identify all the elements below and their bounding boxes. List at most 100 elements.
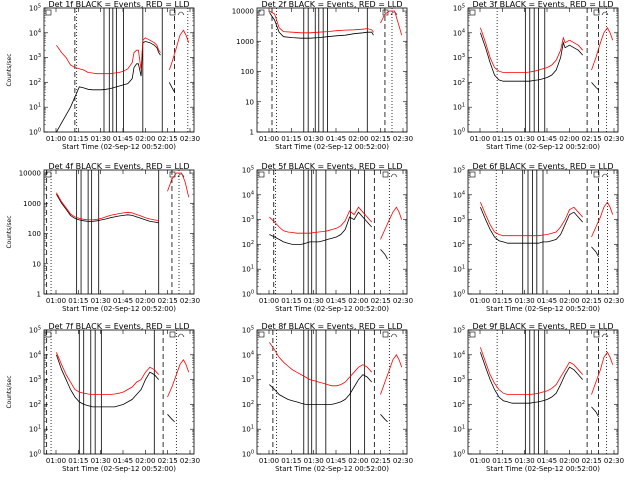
corner-box-left-icon (258, 171, 265, 178)
plot-frame (256, 169, 408, 295)
x-tick-label: 02:00 (559, 297, 579, 305)
corner-box-left-icon (45, 171, 52, 178)
series-segment-line (591, 82, 599, 91)
x-tick-label: 01:00 (46, 457, 66, 465)
y-tick-label: 102 (453, 400, 465, 409)
y-tick-label: 10 (32, 260, 41, 268)
x-tick-label: 02:30 (604, 135, 624, 143)
chart-panel-4: Det 4f BLACK = Events, RED = LLD 1 10 100 10… (6, 162, 200, 313)
events-series-line (56, 194, 159, 224)
x-tick-label: 01:45 (113, 457, 133, 465)
series-segment-line (168, 82, 175, 93)
chart-title: Det 3f BLACK = Events, RED = LLD (472, 0, 613, 9)
y-tick-label: 103 (453, 53, 465, 62)
corner-box-icon (382, 171, 389, 178)
chart-panel-3: Det 3f BLACK = Events, RED = LLD 100 101 10… (453, 0, 624, 151)
lld-series-line (480, 202, 583, 237)
y-tick-label: 101 (242, 265, 254, 274)
x-tick-label: 01:30 (304, 297, 324, 305)
y-tick-label: 104 (29, 350, 41, 359)
lld-series-line (269, 342, 373, 387)
y-tick-label: 101 (242, 425, 254, 434)
lld-series-line (56, 37, 161, 75)
x-tick-label: 01:45 (537, 135, 557, 143)
series-segment-line (167, 359, 190, 398)
x-tick-label: 01:45 (326, 457, 346, 465)
x-tick-label: 01:00 (259, 457, 279, 465)
x-tick-label: 01:30 (515, 135, 535, 143)
x-tick-label: 02:15 (582, 297, 602, 305)
chart-title: Det 2f BLACK = Events, RED = LLD (261, 0, 402, 9)
lld-series-line (56, 192, 159, 221)
x-tick-label: 01:45 (537, 297, 557, 305)
x-tick-label: 02:15 (582, 135, 602, 143)
y-tick-label: 100 (242, 450, 254, 459)
x-tick-label: 01:30 (91, 297, 111, 305)
x-tick-label: 01:30 (515, 457, 535, 465)
corner-box-left-icon (45, 331, 52, 338)
y-tick-label: 104 (453, 350, 465, 359)
chart-panel-6: Det 6f BLACK = Events, RED = LLD 100 101 10… (453, 162, 624, 313)
series-segment-line (167, 172, 190, 198)
x-tick-label: 01:00 (470, 457, 490, 465)
y-tick-label: 102 (453, 78, 465, 87)
x-tick-label: 01:15 (68, 457, 88, 465)
y-tick-label: 102 (29, 400, 41, 409)
y-tick-label: 103 (453, 375, 465, 384)
y-tick-label: 103 (453, 215, 465, 224)
y-axis-label: Counts/sec (6, 375, 13, 408)
x-tick-label: 02:30 (180, 297, 200, 305)
y-tick-label: 101 (29, 425, 41, 434)
y-tick-label: 104 (29, 28, 41, 37)
corner-box-left-icon (45, 9, 52, 16)
corner-box-icon (169, 331, 176, 338)
series-segment-line (591, 27, 614, 71)
corner-box-left-icon (469, 171, 476, 178)
y-tick-label: 103 (242, 215, 254, 224)
x-tick-label: 02:00 (348, 135, 368, 143)
x-axis-label: Start Time (02-Sep-12 00:52:00) (62, 143, 176, 151)
corner-arc-icon (177, 333, 185, 338)
x-tick-label: 01:45 (326, 297, 346, 305)
x-tick-label: 01:45 (113, 135, 133, 143)
chart-panel-1: Det 1f BLACK = Events, RED = LLD 100 101 10… (6, 0, 200, 151)
lld-series-line (56, 352, 159, 395)
y-tick-label: 10000 (19, 170, 41, 178)
x-tick-label: 01:30 (91, 135, 111, 143)
y-tick-label: 105 (453, 166, 465, 175)
chart-title: Det 6f BLACK = Events, RED = LLD (472, 162, 613, 171)
x-tick-label: 01:30 (304, 135, 324, 143)
y-tick-label: 105 (453, 4, 465, 13)
x-tick-label: 02:30 (604, 297, 624, 305)
series-segment-line (167, 414, 175, 423)
x-tick-label: 02:15 (158, 135, 178, 143)
lld-series-line (480, 347, 583, 395)
plot-frame (256, 7, 408, 133)
x-tick-label: 02:00 (559, 457, 579, 465)
x-tick-label: 01:15 (281, 457, 301, 465)
series-segment-line (380, 354, 403, 395)
x-tick-label: 02:15 (158, 297, 178, 305)
x-tick-label: 02:00 (135, 135, 155, 143)
x-tick-label: 01:30 (304, 457, 324, 465)
y-tick-label: 104 (453, 190, 465, 199)
x-tick-label: 02:30 (180, 135, 200, 143)
y-tick-label: 100 (29, 128, 41, 137)
x-tick-label: 02:15 (371, 457, 391, 465)
x-tick-label: 02:15 (582, 457, 602, 465)
y-tick-label: 100 (241, 68, 254, 76)
y-tick-label: 105 (242, 326, 254, 335)
events-series-line (269, 12, 374, 39)
chart-panel-2: Det 2f BLACK = Events, RED = LLD 1 10 100 10… (232, 0, 413, 151)
corner-box-icon (593, 331, 600, 338)
corner-box-icon (593, 9, 600, 16)
x-axis-label: Start Time (02-Sep-12 00:52:00) (62, 305, 176, 313)
y-tick-label: 105 (453, 326, 465, 335)
x-tick-label: 01:45 (537, 457, 557, 465)
x-tick-label: 01:00 (470, 135, 490, 143)
y-axis-label: Counts/sec (6, 215, 13, 248)
chart-title: Det 8f BLACK = Events, RED = LLD (261, 322, 402, 331)
chart-title: Det 1f BLACK = Events, RED = LLD (48, 0, 189, 9)
y-tick-label: 104 (453, 28, 465, 37)
